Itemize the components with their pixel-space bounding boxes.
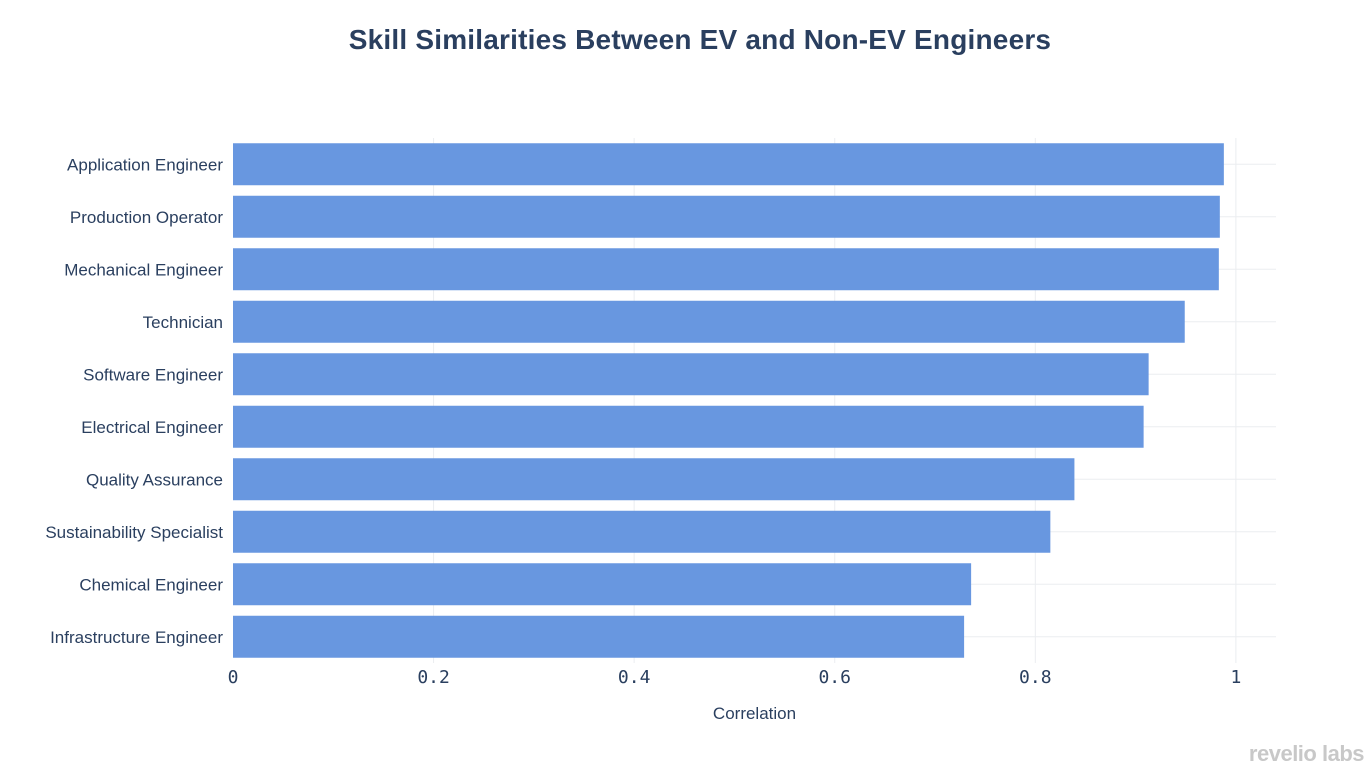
bar xyxy=(233,248,1219,291)
x-tick-label: 0.6 xyxy=(818,667,851,688)
x-tick-labels: 0 0.2 0.4 0.6 0.8 1 xyxy=(228,667,1242,688)
category-label: Mechanical Engineer xyxy=(64,260,223,279)
x-tick-label: 0.4 xyxy=(618,667,651,688)
bar xyxy=(233,510,1051,553)
bar xyxy=(233,563,972,606)
revelio-labs-logo: revelio labs xyxy=(1248,741,1365,766)
x-axis-title: Correlation xyxy=(713,704,796,723)
bar xyxy=(233,300,1185,343)
bar xyxy=(233,405,1144,448)
category-label: Technician xyxy=(143,313,223,332)
bar xyxy=(233,458,1075,501)
category-labels: Application Engineer Production Operator M… xyxy=(45,155,223,647)
bar xyxy=(233,353,1149,396)
category-label: Quality Assurance xyxy=(86,470,223,489)
category-label: Electrical Engineer xyxy=(81,418,223,437)
x-tick-label: 0.2 xyxy=(417,667,450,688)
bar xyxy=(233,615,965,658)
bar xyxy=(233,195,1220,238)
category-label: Infrastructure Engineer xyxy=(50,628,223,647)
chart-title: Skill Similarities Between EV and Non-EV… xyxy=(348,24,1052,55)
bars xyxy=(233,143,1224,658)
category-label: Production Operator xyxy=(70,208,223,227)
category-label: Sustainability Specialist xyxy=(45,523,223,542)
x-tick-label: 1 xyxy=(1230,667,1241,688)
category-label: Chemical Engineer xyxy=(79,575,223,594)
x-tick-label: 0 xyxy=(228,667,239,688)
x-tick-label: 0.8 xyxy=(1019,667,1052,688)
category-label: Software Engineer xyxy=(83,365,223,384)
bar xyxy=(233,143,1224,186)
category-label: Application Engineer xyxy=(67,155,223,174)
